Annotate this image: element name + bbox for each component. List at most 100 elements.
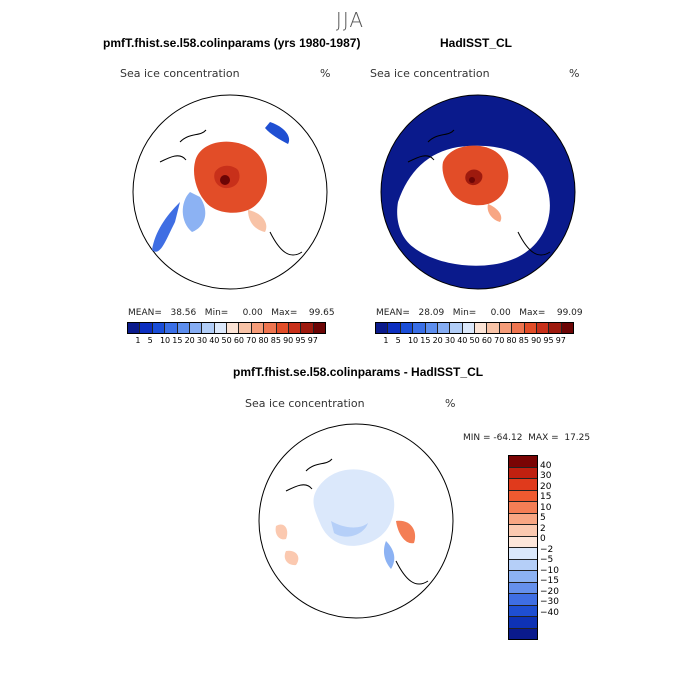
colorbar-tick-label: 90 xyxy=(531,336,542,345)
colorbar-tick-label: 5 xyxy=(147,336,153,345)
colorbar-swatch xyxy=(462,323,475,333)
diff-colorbar-label: −30 xyxy=(540,597,559,607)
ice-baffin xyxy=(182,192,206,232)
colorbar-swatch xyxy=(227,323,240,333)
diff-neg-2 xyxy=(383,541,395,569)
colorbar-tick-label: 1 xyxy=(135,336,141,345)
colorbar-tick-label: 60 xyxy=(481,336,492,345)
coastline-3 xyxy=(285,458,429,585)
diff-colorbar-swatch xyxy=(509,559,537,571)
colorbar-tick-label: 95 xyxy=(543,336,554,345)
colorbar-tick-label: 20 xyxy=(184,336,195,345)
diff-neg-1 xyxy=(331,521,368,537)
diff-colorbar-swatch xyxy=(509,479,537,491)
colorbar-swatch xyxy=(239,323,252,333)
colorbar-swatch xyxy=(536,323,550,333)
ice-edge-atlantic xyxy=(152,202,180,252)
diff-colorbar-swatch xyxy=(509,525,537,537)
panel1-variable: Sea ice concentration xyxy=(120,67,240,80)
diff-colorbar-label: 15 xyxy=(540,492,552,502)
colorbar-tick-label: 85 xyxy=(270,336,281,345)
colorbar-tick-label: 20 xyxy=(432,336,443,345)
diff-colorbar xyxy=(508,455,538,640)
diff-colorbar-label: 5 xyxy=(540,513,546,523)
diff-colorbar-swatch xyxy=(509,513,537,525)
diff-colorbar-swatch xyxy=(509,536,537,548)
colorbar-swatch xyxy=(400,323,414,333)
colorbar-tick-label: 30 xyxy=(196,336,208,345)
diff-colorbar-swatch xyxy=(509,467,537,479)
diff-colorbar-label: −5 xyxy=(540,555,554,565)
panel3-stats: MIN = -64.12 MAX = 17.25 xyxy=(463,433,591,443)
colorbar-swatch xyxy=(301,323,314,333)
panel3-title: pmfT.fhist.se.l58.colinparams - HadISST_… xyxy=(233,365,484,379)
colorbar-tick-label: 15 xyxy=(420,336,431,345)
colorbar-swatch xyxy=(288,323,302,333)
colorbar-swatch xyxy=(487,323,500,333)
panel3-variable: Sea ice concentration xyxy=(245,397,365,410)
diff-colorbar-label: 20 xyxy=(540,481,552,492)
coastline-2 xyxy=(407,129,551,256)
colorbar-tick-label: 95 xyxy=(295,336,306,345)
colorbar-swatch xyxy=(264,323,277,333)
colorbar-tick-label: 10 xyxy=(407,336,419,345)
diff-colorbar-label: 0 xyxy=(540,534,546,544)
colorbar-swatch xyxy=(512,323,525,333)
colorbar-tick-label: 30 xyxy=(444,336,456,345)
colorbar-tick-label: 40 xyxy=(457,336,468,345)
colorbar-swatch xyxy=(177,323,190,333)
diff-colorbar-swatch xyxy=(509,571,537,583)
diff-colorbar-label: −15 xyxy=(540,576,559,586)
colorbar-tick-label: 80 xyxy=(258,336,269,345)
ice-max-1 xyxy=(220,175,230,185)
coastline-1 xyxy=(159,129,303,256)
colorbar-swatch xyxy=(388,323,401,333)
colorbar-tick-label: 50 xyxy=(469,336,480,345)
colorbar-tick-label: 15 xyxy=(172,336,183,345)
panel2-units: % xyxy=(569,67,580,80)
diff-colorbar-swatch xyxy=(509,628,537,639)
colorbar-tick-label: 97 xyxy=(307,336,318,345)
panel2-colorbar xyxy=(375,322,574,334)
colorbar-swatch xyxy=(189,323,203,333)
colorbar-swatch xyxy=(202,323,215,333)
colorbar-swatch xyxy=(561,323,573,333)
colorbar-tick-label: 60 xyxy=(233,336,244,345)
panel2-map xyxy=(380,94,576,290)
colorbar-tick-label: 90 xyxy=(283,336,294,345)
diff-colorbar-label: −2 xyxy=(540,544,554,555)
colorbar-swatch xyxy=(251,323,265,333)
diff-colorbar-labels: 40 30 20 15 10 5 2 0 −2 −5 −10 −15 −20 −30 −40 xyxy=(540,455,580,625)
colorbar-swatch xyxy=(499,323,513,333)
diff-colorbar-label: 40 xyxy=(540,460,552,471)
colorbar-swatch xyxy=(128,323,141,333)
colorbar-tick-label: 70 xyxy=(246,336,257,345)
diff-colorbar-label: −10 xyxy=(540,565,559,576)
colorbar-swatch xyxy=(152,323,166,333)
colorbar-tick-label: 97 xyxy=(555,336,566,345)
diff-colorbar-swatch xyxy=(509,490,537,502)
diff-colorbar-swatch xyxy=(509,456,537,468)
colorbar-tick-label: 1 xyxy=(383,336,389,345)
panel1-stats: MEAN= 38.56 Min= 0.00 Max= 99.65 xyxy=(128,308,335,318)
panel2-variable: Sea ice concentration xyxy=(370,67,490,80)
panel1-title: pmfT.fhist.se.l58.colinparams (yrs 1980-… xyxy=(103,36,361,50)
colorbar-swatch xyxy=(450,323,463,333)
colorbar-swatch xyxy=(313,323,325,333)
colorbar-tick-label: 80 xyxy=(506,336,517,345)
colorbar-swatch xyxy=(437,323,451,333)
diff-colorbar-label: 30 xyxy=(540,471,552,481)
colorbar-swatch xyxy=(165,323,178,333)
diff-colorbar-label: 10 xyxy=(540,502,552,513)
ice-edge-bering xyxy=(265,122,290,144)
colorbar-swatch xyxy=(475,323,488,333)
colorbar-swatch xyxy=(214,323,227,333)
panel1-map xyxy=(132,94,328,290)
colorbar-swatch xyxy=(376,323,389,333)
colorbar-tick-label: 50 xyxy=(221,336,232,345)
panel1-units: % xyxy=(320,67,331,80)
panel2-title: HadISST_CL xyxy=(440,36,513,50)
diff-pos-2 xyxy=(396,520,416,544)
colorbar-tick-label: 85 xyxy=(518,336,529,345)
colorbar-swatch xyxy=(140,323,153,333)
